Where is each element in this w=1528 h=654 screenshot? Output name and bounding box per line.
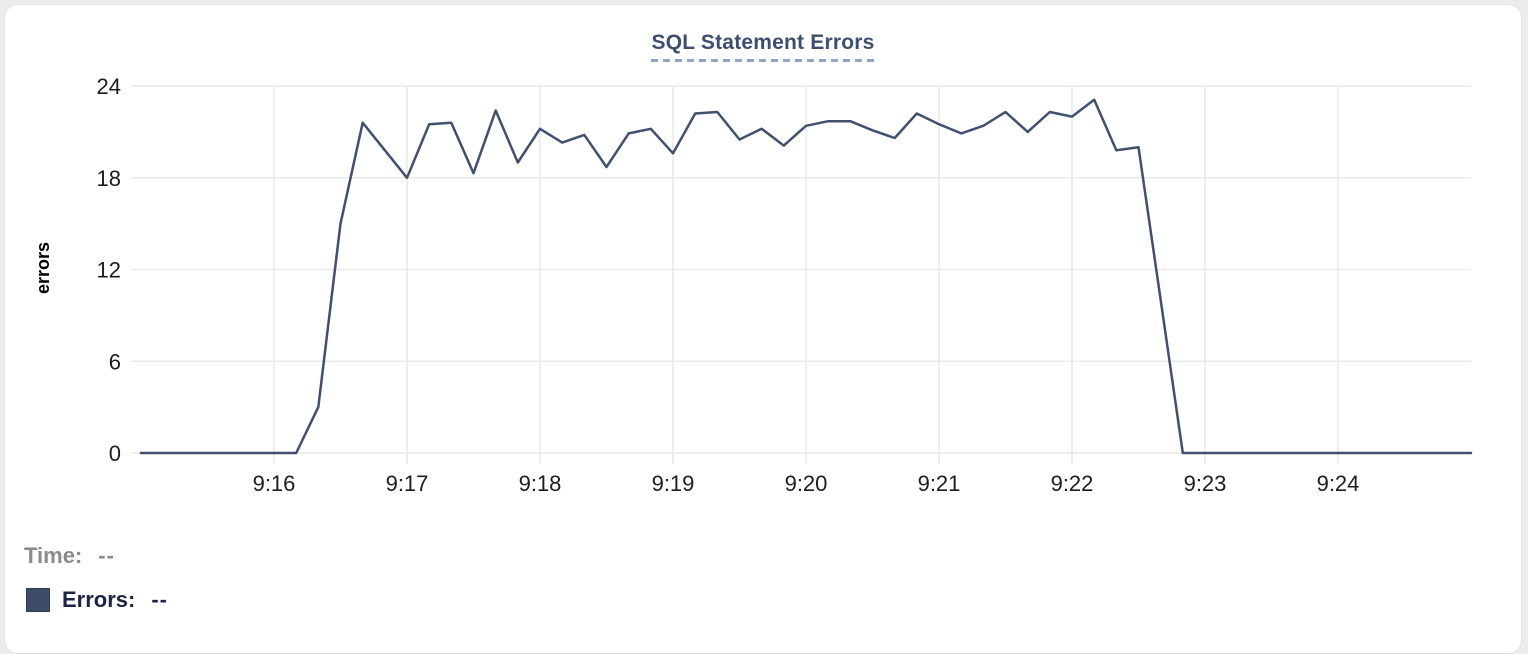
- x-tick-label: 9:20: [785, 471, 828, 496]
- y-tick-label: 0: [109, 441, 121, 466]
- errors-series-line: [139, 98, 1473, 455]
- y-axis-title: errors: [33, 242, 53, 294]
- x-tick-label: 9:24: [1317, 471, 1360, 496]
- legend-time-value: --: [98, 543, 115, 568]
- x-tick-label: 9:23: [1184, 471, 1227, 496]
- x-tick-label: 9:17: [386, 471, 429, 496]
- y-tick-label: 6: [109, 349, 121, 374]
- x-tick-label: 9:19: [652, 471, 695, 496]
- x-tick-label: 9:18: [519, 471, 562, 496]
- errors-series-swatch: [26, 588, 50, 612]
- x-tick-label: 9:21: [918, 471, 961, 496]
- legend-errors-value: --: [151, 587, 169, 612]
- chart-title[interactable]: SQL Statement Errors: [651, 31, 875, 62]
- legend-errors-row: Errors: --: [26, 587, 168, 613]
- y-tick-label: 12: [97, 258, 121, 283]
- legend-time-label: Time:: [24, 543, 83, 568]
- y-tick-label: 18: [97, 166, 121, 191]
- x-tick-label: 9:16: [253, 471, 296, 496]
- x-tick-label: 9:22: [1051, 471, 1094, 496]
- chart-header: SQL Statement Errors: [5, 31, 1521, 62]
- y-tick-label: 24: [97, 74, 121, 99]
- chart-card: SQL Statement Errors 0 6 12 18 24 9:16 9:17 9:1…: [4, 4, 1522, 654]
- legend-time-row: Time: --: [24, 543, 115, 569]
- legend-errors-label: Errors:: [62, 587, 136, 612]
- chart-canvas[interactable]: 0 6 12 18 24 9:16 9:17 9:18 9:19 9:20 9:21 9:22 9:23…: [5, 5, 1525, 510]
